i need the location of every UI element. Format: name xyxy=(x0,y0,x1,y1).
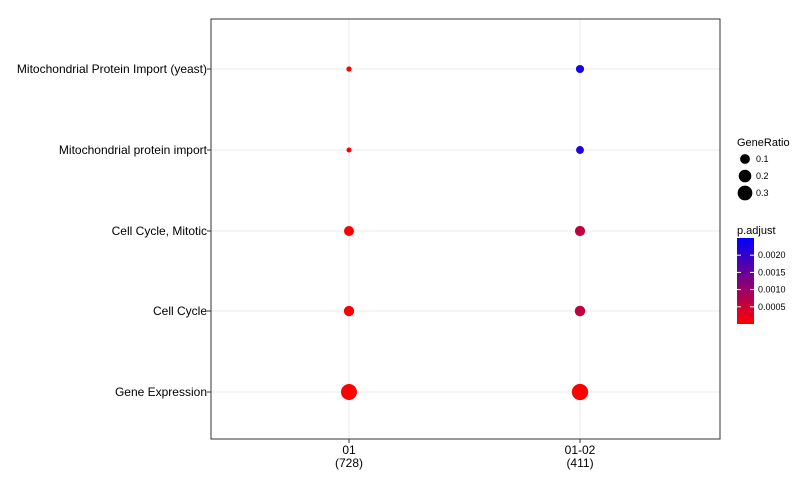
y-tick-label: Cell Cycle, Mitotic xyxy=(112,224,207,238)
color-legend-label: 0.0005 xyxy=(758,302,786,312)
size-legend-dot xyxy=(737,185,753,201)
data-point xyxy=(576,146,584,154)
data-points xyxy=(341,64,589,401)
x-tick-count: (728) xyxy=(335,456,363,470)
x-axis: 01(728) 01-02(411) xyxy=(335,439,596,470)
data-point xyxy=(575,64,585,74)
size-legend-title: GeneRatio xyxy=(737,137,790,149)
color-legend-title: p.adjust xyxy=(737,225,776,237)
color-legend: p.adjust 0.0020 0.0015 0.0010 0.0005 xyxy=(737,225,786,324)
data-point xyxy=(574,305,586,317)
y-tick-label: Cell Cycle xyxy=(153,304,207,318)
grid-lines xyxy=(211,19,720,439)
size-legend-label: 0.2 xyxy=(756,171,769,181)
data-point xyxy=(344,226,354,236)
color-legend-label: 0.0015 xyxy=(758,267,786,277)
y-tick-label: Mitochondrial Protein Import (yeast) xyxy=(17,62,207,76)
data-point xyxy=(343,305,355,317)
color-legend-bar xyxy=(737,238,754,324)
x-tick-label: 01 xyxy=(342,443,356,457)
size-legend-dot xyxy=(740,154,750,164)
y-tick-label: Gene Expression xyxy=(115,385,207,399)
panel-border xyxy=(210,18,721,440)
size-legend-dot xyxy=(738,169,752,183)
data-point xyxy=(346,147,352,153)
color-legend-label: 0.0010 xyxy=(758,285,786,295)
x-tick-label: 01-02 xyxy=(565,443,596,457)
x-tick-count: (411) xyxy=(566,456,593,470)
color-legend-label: 0.0020 xyxy=(758,250,786,260)
size-legend-label: 0.3 xyxy=(756,188,769,198)
data-point xyxy=(571,383,589,401)
size-legend: GeneRatio 0.1 0.2 0.3 xyxy=(737,137,790,201)
y-tick-label: Mitochondrial protein import xyxy=(59,143,208,157)
size-legend-label: 0.1 xyxy=(756,154,769,164)
data-point xyxy=(341,384,357,400)
data-point xyxy=(574,225,586,237)
data-point xyxy=(346,66,352,72)
y-axis: Mitochondrial Protein Import (yeast) Mito… xyxy=(17,62,211,399)
